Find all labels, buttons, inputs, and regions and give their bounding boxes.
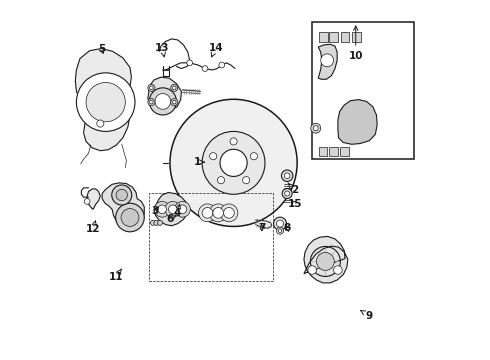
Circle shape <box>148 84 155 91</box>
Circle shape <box>97 120 104 127</box>
Circle shape <box>149 86 153 90</box>
Circle shape <box>219 62 224 68</box>
Circle shape <box>278 229 282 233</box>
Circle shape <box>202 131 265 194</box>
Circle shape <box>172 100 176 104</box>
Circle shape <box>157 220 163 225</box>
Polygon shape <box>318 44 337 79</box>
Circle shape <box>284 173 290 179</box>
Circle shape <box>112 185 132 205</box>
Circle shape <box>84 199 90 204</box>
Circle shape <box>210 153 217 160</box>
Text: 13: 13 <box>155 43 170 57</box>
Circle shape <box>220 204 238 222</box>
Polygon shape <box>102 183 144 227</box>
Circle shape <box>169 205 177 213</box>
Polygon shape <box>304 237 348 283</box>
Circle shape <box>165 202 181 217</box>
Text: 4: 4 <box>173 204 181 218</box>
Polygon shape <box>75 49 131 151</box>
Circle shape <box>276 227 284 234</box>
Circle shape <box>170 99 297 226</box>
Polygon shape <box>154 193 188 226</box>
Circle shape <box>202 66 208 71</box>
Circle shape <box>209 204 227 222</box>
Circle shape <box>155 94 171 109</box>
Text: 7: 7 <box>258 223 266 233</box>
Bar <box>340 148 348 157</box>
Text: 8: 8 <box>284 223 291 233</box>
Circle shape <box>213 207 223 218</box>
Circle shape <box>281 170 293 181</box>
Text: 11: 11 <box>108 269 123 282</box>
Circle shape <box>76 73 135 131</box>
Circle shape <box>149 100 153 104</box>
Circle shape <box>220 149 247 176</box>
Circle shape <box>243 177 250 184</box>
Text: 15: 15 <box>288 199 302 209</box>
Circle shape <box>86 82 125 122</box>
Text: 5: 5 <box>98 44 105 54</box>
Text: 14: 14 <box>208 43 223 57</box>
Bar <box>329 32 338 42</box>
Text: 3: 3 <box>151 206 159 216</box>
Circle shape <box>171 84 178 91</box>
Polygon shape <box>87 189 100 209</box>
Bar <box>148 193 273 281</box>
Text: 6: 6 <box>167 214 176 224</box>
Polygon shape <box>338 100 377 144</box>
Bar <box>341 32 349 42</box>
Bar <box>312 22 414 159</box>
Circle shape <box>250 153 258 160</box>
Circle shape <box>334 266 342 274</box>
Circle shape <box>116 203 144 232</box>
Circle shape <box>282 189 292 199</box>
Circle shape <box>154 220 159 225</box>
Text: 1: 1 <box>194 157 204 167</box>
Circle shape <box>187 60 193 66</box>
Circle shape <box>273 217 287 230</box>
Circle shape <box>171 99 178 106</box>
Polygon shape <box>148 77 181 111</box>
Circle shape <box>178 205 187 213</box>
Circle shape <box>174 202 190 217</box>
Bar <box>318 148 327 157</box>
Text: 12: 12 <box>86 221 100 234</box>
Circle shape <box>202 207 213 218</box>
Circle shape <box>223 207 234 218</box>
Circle shape <box>285 191 290 196</box>
Circle shape <box>317 252 334 270</box>
Circle shape <box>150 220 155 225</box>
Circle shape <box>230 138 237 145</box>
Circle shape <box>172 86 176 90</box>
Circle shape <box>218 177 224 184</box>
Circle shape <box>276 220 284 227</box>
Bar <box>352 32 361 42</box>
Circle shape <box>149 88 176 115</box>
Circle shape <box>154 202 170 217</box>
Circle shape <box>158 205 167 213</box>
Text: 10: 10 <box>348 26 363 61</box>
Bar <box>329 148 338 157</box>
Circle shape <box>313 126 318 131</box>
Circle shape <box>148 99 155 106</box>
Text: 9: 9 <box>361 310 373 321</box>
Circle shape <box>121 208 139 226</box>
Circle shape <box>116 189 127 201</box>
Circle shape <box>311 123 321 133</box>
Bar <box>319 32 328 42</box>
Text: 2: 2 <box>288 183 298 195</box>
Circle shape <box>308 266 317 274</box>
Circle shape <box>198 204 217 222</box>
Circle shape <box>321 54 334 67</box>
